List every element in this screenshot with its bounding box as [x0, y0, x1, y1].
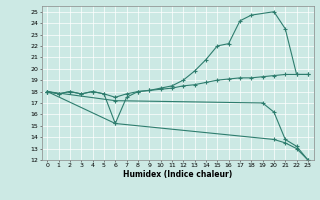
X-axis label: Humidex (Indice chaleur): Humidex (Indice chaleur) — [123, 170, 232, 179]
